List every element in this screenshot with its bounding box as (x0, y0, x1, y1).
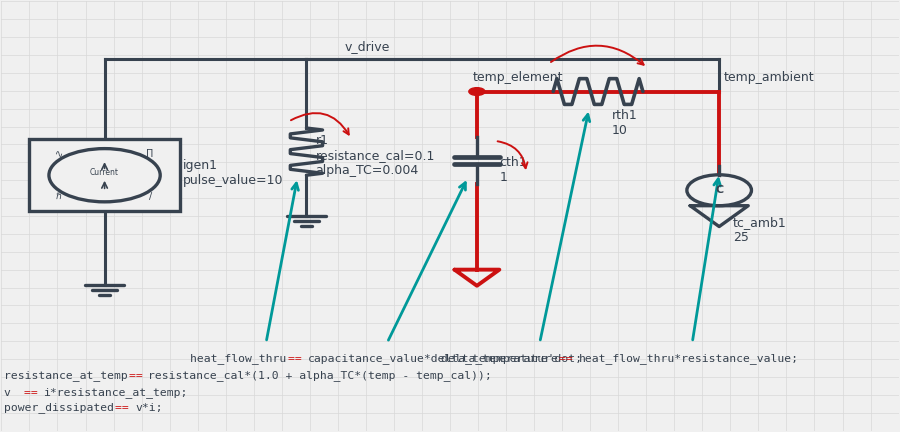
Text: r1
resistance_cal=0.1
alpha_TC=0.004: r1 resistance_cal=0.1 alpha_TC=0.004 (315, 134, 435, 178)
Text: rth1
10: rth1 10 (611, 109, 637, 137)
Text: igen1
pulse_value=10: igen1 pulse_value=10 (183, 159, 283, 187)
Text: v_drive: v_drive (345, 40, 390, 53)
Text: v*i;: v*i; (135, 403, 163, 413)
Text: Π: Π (147, 149, 154, 159)
Text: heat_flow_thru*resistance_value;: heat_flow_thru*resistance_value; (579, 353, 798, 364)
Circle shape (49, 149, 160, 202)
Text: ==: == (129, 371, 149, 381)
Text: v: v (4, 388, 24, 398)
Text: ==: == (288, 354, 309, 364)
Text: Current: Current (90, 168, 119, 177)
Text: power_dissipated: power_dissipated (4, 403, 121, 413)
Text: resistance_at_temp: resistance_at_temp (4, 370, 135, 381)
Text: C: C (716, 185, 724, 195)
Text: temp_element: temp_element (472, 71, 562, 84)
Circle shape (469, 88, 485, 95)
Text: ==: == (559, 354, 580, 364)
Text: tc_amb1
25: tc_amb1 25 (733, 216, 787, 244)
Text: temp_ambient: temp_ambient (724, 71, 814, 84)
Text: heat_flow_thru: heat_flow_thru (190, 353, 292, 364)
Text: ∿: ∿ (55, 149, 63, 159)
Text: resistance_cal*(1.0 + alpha_TC*(temp - temp_cal));: resistance_cal*(1.0 + alpha_TC*(temp - t… (148, 370, 492, 381)
Text: i*resistance_at_temp;: i*resistance_at_temp; (43, 388, 188, 398)
Text: ℏ: ℏ (56, 191, 62, 200)
Text: delta_temperature: delta_temperature (441, 353, 565, 364)
Text: ∕: ∕ (148, 191, 152, 201)
Text: cth1
1: cth1 1 (500, 156, 527, 184)
Circle shape (687, 175, 752, 206)
Text: capacitance_value*delta_temperature'dot;: capacitance_value*delta_temperature'dot; (308, 353, 582, 364)
Text: ==: == (23, 388, 44, 398)
Bar (30, 139, 180, 211)
Text: ==: == (115, 403, 136, 413)
